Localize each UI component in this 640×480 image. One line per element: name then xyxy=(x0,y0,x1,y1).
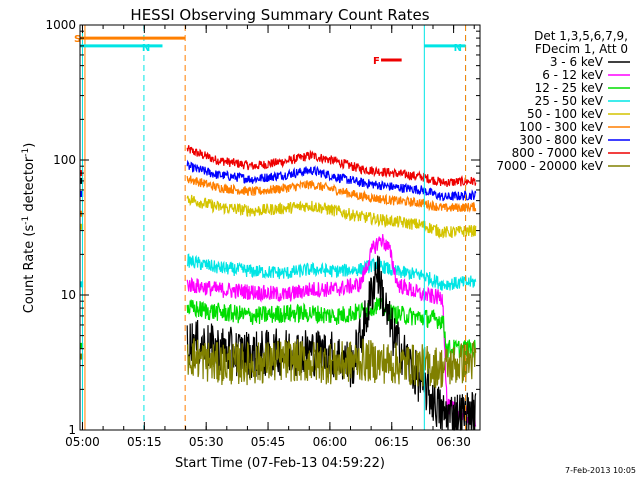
left-edge-marker xyxy=(80,342,84,349)
series-line-blue xyxy=(186,159,477,202)
annotation-label: N xyxy=(454,43,462,54)
x-tick-label: 06:30 xyxy=(436,435,471,449)
annotation-bars: S N N F xyxy=(74,25,467,430)
series-line-red xyxy=(186,145,477,188)
legend-header: FDecim 1, Att 0 xyxy=(535,42,628,56)
y-axis: 1 10 100 1000 xyxy=(45,18,480,437)
series-line-green xyxy=(186,296,476,358)
annotation-label: S xyxy=(74,34,81,45)
x-tick-label: 05:15 xyxy=(127,435,162,449)
legend-entry: 25 - 50 keV xyxy=(535,94,604,108)
chart-title: HESSI Observing Summary Count Rates xyxy=(130,6,429,24)
legend-entry: 100 - 300 keV xyxy=(519,120,603,134)
legend-entry: 3 - 6 keV xyxy=(550,55,604,69)
left-edge-marker xyxy=(80,190,84,197)
x-axis-label: Start Time (07-Feb-13 04:59:22) xyxy=(175,456,385,471)
footer-date: 7-Feb-2013 10:05 xyxy=(565,466,636,475)
legend-entry: 6 - 12 keV xyxy=(542,68,604,82)
x-tick-label: 05:30 xyxy=(189,435,224,449)
legend-entry: 800 - 7000 keV xyxy=(512,146,604,160)
series-line-yellow xyxy=(186,194,477,240)
legend-header: Det 1,3,5,6,7,9, xyxy=(534,29,628,43)
series-line-olive xyxy=(186,338,477,389)
annotation-label: N xyxy=(142,43,150,54)
x-tick-label: 06:15 xyxy=(374,435,409,449)
left-edge-marker xyxy=(80,353,84,360)
series-line-magenta xyxy=(186,234,477,427)
plot-frame xyxy=(79,24,481,431)
legend: Det 1,3,5,6,7,9,FDecim 1, Att 03 - 6 keV… xyxy=(496,29,630,173)
left-edge-marker xyxy=(80,223,84,230)
y-axis-label: Count Rate (s-1 detector-1) xyxy=(21,143,37,314)
series-line-black xyxy=(186,255,477,431)
annotation-label: F xyxy=(373,56,380,67)
series-curves xyxy=(80,145,477,431)
y-tick-label: 100 xyxy=(53,153,76,167)
legend-entry: 50 - 100 keV xyxy=(527,107,604,121)
legend-entry: 300 - 800 keV xyxy=(519,133,603,147)
series-line-cyan xyxy=(186,253,477,291)
series-line-orange xyxy=(186,175,477,213)
y-tick-label: 10 xyxy=(61,288,76,302)
y-tick-label: 1 xyxy=(68,423,76,437)
legend-entry: 7000 - 20000 keV xyxy=(496,159,603,173)
legend-entry: 12 - 25 keV xyxy=(535,81,604,95)
left-edge-marker xyxy=(80,281,84,288)
x-axis: 05:00 05:15 05:30 05:45 06:00 06:15 06:30 xyxy=(65,25,475,449)
x-tick-label: 05:45 xyxy=(251,435,286,449)
x-tick-label: 06:00 xyxy=(313,435,348,449)
y-tick-label: 1000 xyxy=(45,18,76,32)
x-tick-label: 05:00 xyxy=(65,435,100,449)
